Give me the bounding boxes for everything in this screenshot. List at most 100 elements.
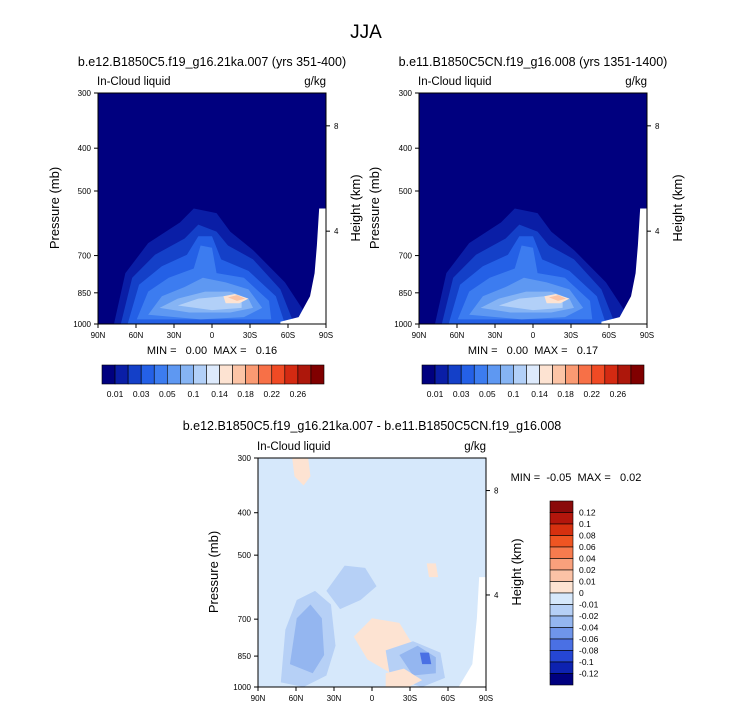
panel-3-colorbar-swatch	[549, 523, 574, 536]
panel-2-variable-label: In-Cloud liquid	[418, 76, 492, 88]
panel-1-colorbar-swatch	[180, 364, 194, 385]
panel-3-xtick-label: 30S	[403, 694, 417, 703]
panel-1-colorbar-swatch	[140, 364, 155, 385]
panel-1-y2tick-label: 8	[334, 122, 339, 131]
panel-3-xtick-label: 30N	[327, 694, 342, 703]
panel-2-ytick-label: 500	[399, 187, 413, 196]
panel-3-colorbar-label: 0.02	[579, 565, 596, 575]
panel-2-units-label: g/kg	[625, 76, 647, 88]
panel-2-colorbar-swatch	[526, 364, 540, 385]
contour-band-2	[426, 563, 439, 578]
contour-band-4	[289, 604, 325, 674]
contour-band-8	[419, 652, 432, 665]
panel-2-xtick-label: 30S	[564, 331, 578, 340]
panel-1-colorbar-swatch	[271, 364, 286, 385]
panel-2-colorbar-swatch	[421, 364, 436, 385]
panel-2-colorbar-swatch	[434, 364, 449, 385]
panel-2-xtick-label: 90N	[412, 331, 427, 340]
panel-3-ytick-label: 300	[238, 454, 252, 463]
contour-band-8	[227, 295, 246, 301]
panel-1-xtick-label: 60N	[129, 331, 144, 340]
panel-2-colorbar-swatch	[617, 364, 632, 385]
panel-1-colorbar-label: 0.05	[159, 389, 176, 399]
panel-2-colorbar-swatch	[513, 364, 527, 385]
panel-3-colorbar-swatch	[549, 546, 574, 559]
panel-3-ylabel: Pressure (mb)	[206, 531, 221, 613]
panel-1-colorbar-swatch	[153, 364, 168, 385]
panel-2-colorbar-swatch	[604, 364, 619, 385]
panel-3-xtick-label: 90N	[251, 694, 266, 703]
panel-1-ytick-label: 300	[78, 89, 92, 98]
panel-3-colorbar-swatch	[549, 535, 574, 548]
panel-2-colorbar-swatch	[578, 364, 593, 385]
panel-1-variable-label: In-Cloud liquid	[97, 76, 171, 88]
panel-1-colorbar-label: 0.26	[290, 389, 307, 399]
panel-1-colorbar-label: 0.01	[107, 389, 124, 399]
panel-2-colorbar: 0.01 0.03 0.05 0.1 0.14 0.18 0.22 0.26	[421, 364, 645, 399]
panel-1-ylabel: Pressure (mb)	[47, 167, 62, 249]
panel-2-xtick-label: 90S	[640, 331, 654, 340]
panel-3-colorbar-swatch	[549, 627, 574, 640]
panel-3-y2tick-label: 8	[494, 487, 499, 496]
panel-1-y2tick-label: 4	[334, 227, 339, 236]
panel-2-title: b.e11.B1850C5CN.f19_g16.008 (yrs 1351-14…	[399, 55, 668, 69]
panel-1-stats: MIN = 0.00 MAX = 0.16	[147, 345, 277, 357]
panel-1-colorbar-swatch	[245, 364, 260, 385]
panel-3-units-label: g/kg	[464, 441, 486, 453]
panel-1-ytick-label: 500	[78, 187, 92, 196]
panel-1-colorbar-swatch	[219, 364, 233, 385]
panel-3-colorbar-label: 0	[579, 588, 584, 598]
panel-1-xtick-label: 30S	[243, 331, 257, 340]
panel-1-colorbar-swatch	[310, 364, 325, 385]
panel-3-title: b.e12.B1850C5.f19_g16.21ka.007 - b.e11.B…	[183, 419, 562, 433]
panel-3-ytick-label: 1000	[233, 683, 251, 692]
panel-2-y2tick-label: 8	[655, 122, 660, 131]
panel-3-xtick-label: 60N	[289, 694, 304, 703]
panel-1-xtick-label: 60S	[281, 331, 295, 340]
panel-3-ytick-label: 400	[238, 509, 252, 518]
panel-3-xtick-label: 90S	[479, 694, 493, 703]
contour-band-9	[385, 668, 423, 687]
panel-2-ytick-label: 400	[399, 144, 413, 153]
panel-1-colorbar-label: 0.14	[211, 389, 228, 399]
panel-3-colorbar-swatch	[549, 500, 574, 513]
panel-1-colorbar-swatch	[297, 364, 312, 385]
panel-3-colorbar-label: -0.1	[579, 657, 594, 667]
panel-3-xtick-label: 60S	[441, 694, 455, 703]
panel-2-ytick-label: 700	[399, 252, 413, 261]
panel-2-colorbar-swatch	[552, 364, 566, 385]
panel-3-colorbar-label: 0.1	[579, 519, 591, 529]
panel-3-y2tick-label: 4	[494, 591, 499, 600]
panel-2-colorbar-swatch	[473, 364, 488, 385]
panel-1-colorbar-swatch	[127, 364, 142, 385]
panel-3-colorbar-label: 0.08	[579, 531, 596, 541]
panel-2-y2tick-label: 4	[655, 227, 660, 236]
panel-2-ylabel: Pressure (mb)	[367, 167, 382, 249]
panel-1-colorbar: 0.01 0.03 0.05 0.1 0.14 0.18 0.22 0.26	[101, 364, 325, 399]
panel-3-colorbar-label: 0.06	[579, 542, 596, 552]
panel-1-colorbar-label: 0.18	[237, 389, 254, 399]
panel-1-colorbar-label: 0.22	[263, 389, 280, 399]
panel-1-colorbar-swatch	[166, 364, 181, 385]
panel-3-variable-label: In-Cloud liquid	[257, 441, 331, 453]
figure-title: JJA	[350, 22, 382, 43]
panel-3-ytick-label: 700	[238, 615, 252, 624]
panel-1-xtick-label: 0	[210, 331, 215, 340]
panel-2-colorbar-label: 0.18	[557, 389, 574, 399]
panel-1-ytick-label: 400	[78, 144, 92, 153]
panel-2-stats: MIN = 0.00 MAX = 0.17	[468, 345, 598, 357]
panel-2-colorbar-swatch	[460, 364, 475, 385]
panel-1-xtick-label: 90S	[319, 331, 333, 340]
panel-1-colorbar-swatch	[284, 364, 299, 385]
panel-2-colorbar-swatch	[539, 364, 553, 385]
panel-1-colorbar-swatch	[232, 364, 246, 385]
panel-1-colorbar-label: 0.1	[187, 389, 199, 399]
panel-1-colorbar-label: 0.03	[133, 389, 150, 399]
panel-3-colorbar-label: 0.12	[579, 508, 596, 518]
panel-1-title: b.e12.B1850C5.f19_g16.21ka.007 (yrs 351-…	[78, 55, 346, 69]
panel-1-units-label: g/kg	[304, 76, 326, 88]
